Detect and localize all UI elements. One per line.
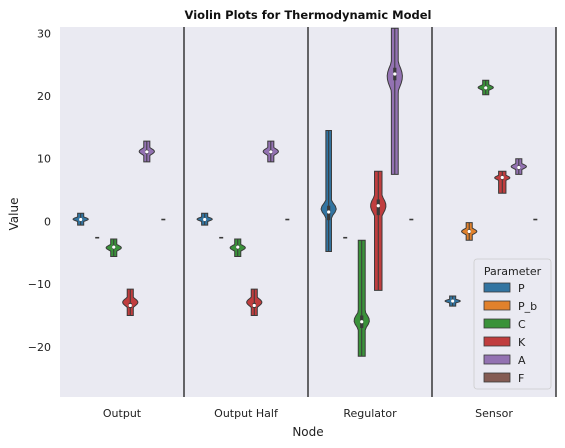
violin-a [510, 158, 527, 175]
legend-label: F [518, 372, 524, 385]
violin-median [128, 303, 132, 308]
violin-median [112, 245, 116, 249]
y-tick-label: −10 [28, 278, 51, 291]
violin-median [500, 175, 504, 180]
y-axis-ticks: −20 −10 0 10 20 30 [28, 27, 51, 354]
violin-k [494, 170, 511, 194]
legend-swatch [483, 354, 511, 365]
violin-c [229, 238, 246, 258]
legend-label: K [518, 336, 526, 349]
x-tick-label: Regulator [343, 407, 397, 420]
x-tick-label: Sensor [475, 407, 513, 420]
chart-title: Violin Plots for Thermodynamic Model [185, 8, 432, 22]
violin-c [105, 238, 122, 258]
violin-a [262, 140, 279, 163]
violin-median [203, 217, 207, 222]
x-tick-label: Output Half [214, 407, 279, 420]
y-axis-label: Value [7, 198, 21, 231]
legend-label: P_b [518, 300, 537, 313]
legend-swatch [483, 318, 511, 329]
legend-swatch [483, 300, 511, 311]
y-tick-label: 20 [37, 90, 51, 103]
violin-p [320, 129, 337, 253]
y-tick-label: 30 [37, 27, 51, 40]
violin-c [353, 239, 370, 357]
violin-k [370, 170, 387, 291]
violin-median [393, 72, 397, 76]
violin-p-b [461, 222, 478, 241]
violin-median [236, 245, 240, 249]
violin-median [376, 204, 380, 208]
violin-p [72, 212, 89, 226]
violin-median [252, 303, 256, 308]
legend-label: P [518, 282, 525, 295]
violins [72, 27, 538, 357]
violin-median [269, 150, 273, 154]
x-axis-label: Node [292, 425, 323, 439]
violin-median [145, 150, 149, 154]
violin-median [467, 229, 471, 234]
legend-label: A [518, 354, 526, 367]
violin-median [79, 217, 83, 222]
violin-median [327, 210, 331, 214]
legend-label: C [518, 318, 526, 331]
x-tick-label: Output [103, 407, 142, 420]
legend-swatch [483, 372, 511, 383]
violin-a [386, 27, 403, 175]
violin-median [517, 165, 521, 170]
legend-title: Parameter [484, 265, 542, 278]
y-tick-label: 0 [44, 215, 51, 228]
node-separators [183, 27, 557, 397]
legend-swatch [483, 336, 511, 347]
x-axis-ticks: Output Output Half Regulator Sensor [103, 407, 513, 420]
violin-c [477, 79, 494, 96]
violin-p [444, 295, 461, 307]
violin-k [246, 288, 263, 316]
violin-median [451, 299, 455, 303]
y-tick-label: 10 [37, 153, 51, 166]
violin-a [138, 140, 155, 163]
y-tick-label: −20 [28, 341, 51, 354]
violin-k [122, 288, 139, 316]
legend-swatch [483, 282, 511, 293]
violin-median [484, 86, 488, 90]
violin-median [360, 320, 364, 324]
violin-p [196, 212, 213, 226]
